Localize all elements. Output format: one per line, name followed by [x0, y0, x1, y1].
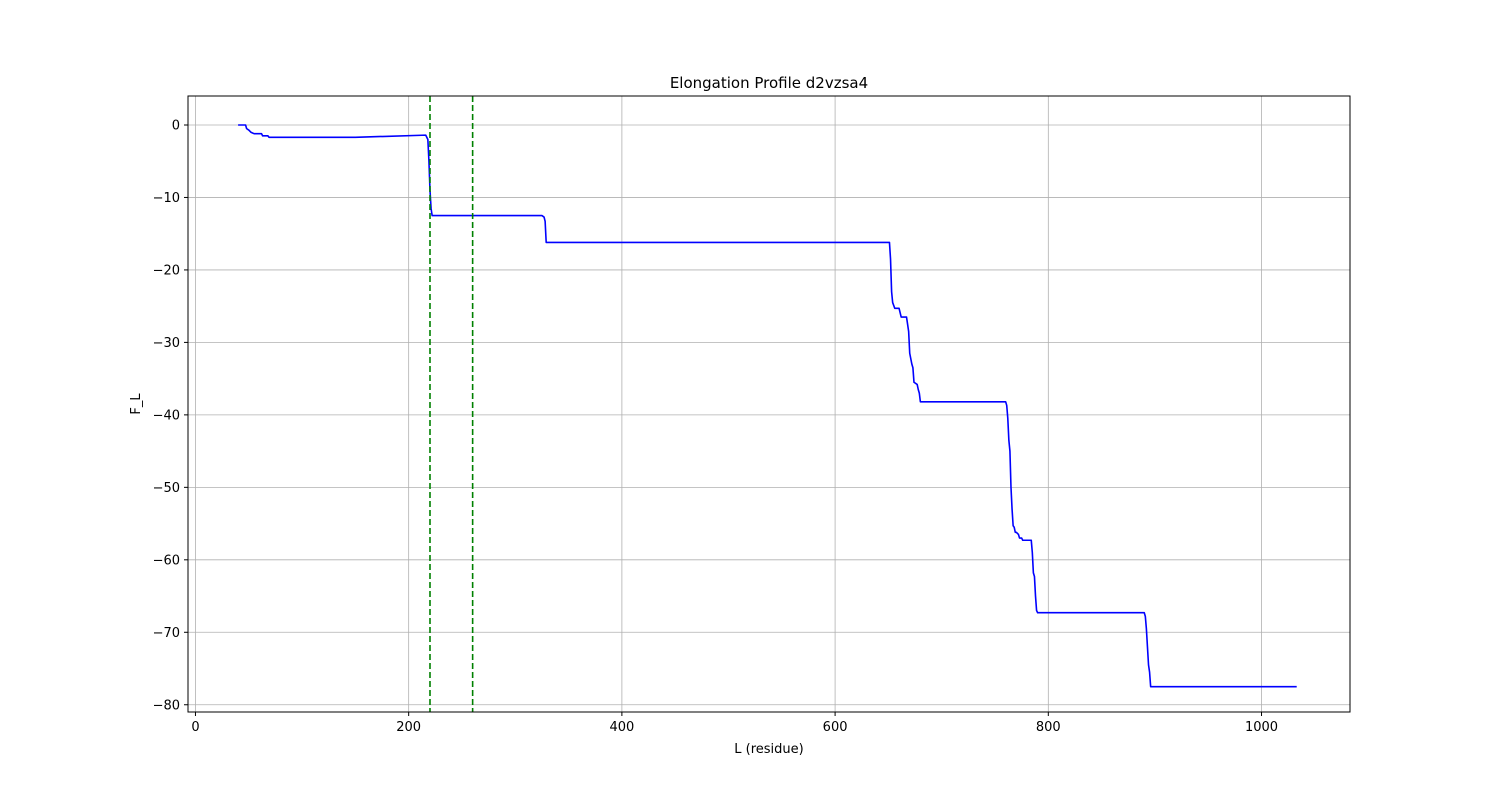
y-tick-label: −10 [153, 191, 180, 206]
y-tick-label: −60 [153, 553, 180, 568]
reference-lines [429, 96, 474, 712]
x-tick-label: 800 [1036, 720, 1061, 735]
y-tick-label: −80 [153, 698, 180, 713]
x-tick-label: 600 [823, 720, 848, 735]
chart-title: Elongation Profile d2vzsa4 [670, 74, 868, 92]
x-tick-label: 1000 [1245, 720, 1278, 735]
x-tick-label: 200 [396, 720, 421, 735]
y-tick-label: −20 [153, 263, 180, 278]
grid-lines [188, 96, 1350, 712]
y-tick-label: 0 [172, 118, 180, 133]
series-line-0 [238, 124, 1297, 688]
x-axis-ticks: 0 200 400 600 800 1000 [191, 712, 1278, 735]
y-tick-label: −30 [153, 336, 180, 351]
y-axis-label: F_L [129, 393, 144, 415]
y-tick-label: −40 [153, 408, 180, 423]
y-tick-label: −50 [153, 481, 180, 496]
x-axis-label: L (residue) [734, 742, 803, 757]
y-axis-ticks: 0 −10 −20 −30 −40 −50 −60 −70 −80 [153, 118, 188, 713]
y-tick-label: −70 [153, 626, 180, 641]
series-layer [238, 124, 1297, 688]
x-tick-label: 400 [609, 720, 634, 735]
plot-frame [187, 95, 1351, 713]
x-tick-label: 0 [191, 720, 199, 735]
